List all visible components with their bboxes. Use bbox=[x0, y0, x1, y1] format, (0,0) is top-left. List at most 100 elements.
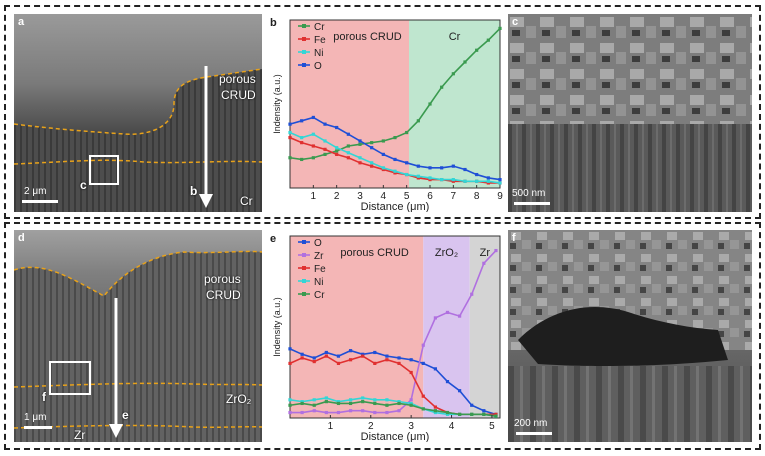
label-f: f bbox=[42, 390, 46, 404]
x-tick-label: 3 bbox=[408, 421, 414, 432]
x-axis-label: Distance (μm) bbox=[361, 431, 430, 442]
point-O-16 bbox=[475, 172, 479, 177]
point-O-10 bbox=[409, 358, 413, 362]
point-Cr-8 bbox=[381, 139, 385, 143]
label-c: c bbox=[80, 178, 87, 192]
x-tick-label: 3 bbox=[357, 191, 363, 202]
region-label-1: ZrO₂ bbox=[435, 247, 458, 259]
panel-e-chart: porous CRUD ZrO₂ Zr O Zr Fe Ni Cr 1 2 3 4 5 Distance … bbox=[268, 230, 504, 443]
point-O-6 bbox=[361, 352, 365, 356]
point-Cr-2 bbox=[311, 156, 315, 160]
y-axis-label: Indensity (a.u.) bbox=[272, 74, 282, 134]
point-Fe-1 bbox=[300, 141, 304, 145]
legend-label-O: O bbox=[314, 61, 322, 72]
scale-label-c: 500 nm bbox=[512, 188, 546, 199]
panel-b-chart: porous CRUD Cr Cr Fe Ni O 1 2 3 4 5 6 7 8 9 Distance (μ… bbox=[268, 14, 504, 213]
region-2 bbox=[469, 236, 500, 418]
legend-marker-Fe bbox=[302, 37, 306, 41]
legend-marker-Fe bbox=[302, 266, 306, 270]
label-crud-d: CRUD bbox=[206, 288, 241, 302]
point-Zr-17 bbox=[494, 248, 498, 253]
point-Cr-14 bbox=[451, 72, 455, 76]
point-O-15 bbox=[463, 167, 467, 172]
legend-label-Ni: Ni bbox=[314, 277, 323, 288]
panel-letter-d: d bbox=[18, 232, 25, 244]
point-O-4 bbox=[335, 125, 339, 130]
legend-label-Ni: Ni bbox=[314, 48, 323, 59]
point-Fe-2 bbox=[312, 359, 316, 364]
panel-c-texture bbox=[508, 14, 752, 212]
point-Ni-1 bbox=[300, 136, 304, 140]
region-0 bbox=[290, 20, 409, 188]
point-Zr-1 bbox=[300, 410, 304, 415]
x-tick-label: 1 bbox=[328, 421, 334, 432]
point-Fe-17 bbox=[494, 412, 498, 416]
point-Cr-2 bbox=[312, 403, 316, 407]
point-Ni-2 bbox=[311, 132, 315, 136]
label-e: e bbox=[122, 408, 129, 422]
series-line-Zr bbox=[290, 250, 497, 414]
zr-boundary-line bbox=[14, 424, 262, 429]
point-Ni-12 bbox=[433, 410, 437, 415]
point-Zr-3 bbox=[324, 410, 328, 415]
region-label-0: porous CRUD bbox=[340, 247, 409, 259]
point-Cr-12 bbox=[428, 102, 432, 106]
point-Cr-5 bbox=[346, 144, 350, 148]
point-Ni-3 bbox=[323, 139, 327, 143]
crud-boundary-line bbox=[14, 68, 262, 135]
plot-frame bbox=[289, 19, 501, 189]
point-Zr-8 bbox=[385, 410, 389, 415]
point-O-1 bbox=[300, 352, 304, 356]
point-Cr-0 bbox=[288, 403, 292, 407]
point-Ni-6 bbox=[358, 156, 362, 160]
point-O-6 bbox=[358, 139, 362, 143]
point-Fe-9 bbox=[393, 171, 397, 175]
point-O-17 bbox=[486, 176, 490, 180]
plot-frame bbox=[289, 235, 501, 419]
point-Zr-0 bbox=[288, 410, 292, 415]
legend-marker-O bbox=[302, 240, 306, 244]
point-Zr-9 bbox=[397, 409, 401, 413]
region-label-0: porous CRUD bbox=[333, 31, 402, 43]
point-Ni-14 bbox=[451, 178, 455, 182]
label-porous-d: porous bbox=[204, 272, 241, 286]
point-Ni-10 bbox=[405, 172, 409, 177]
x-tick-label: 4 bbox=[381, 191, 387, 202]
point-O-0 bbox=[288, 347, 292, 351]
label-cr: Cr bbox=[240, 194, 253, 208]
bottom-row-frame bbox=[4, 222, 761, 450]
point-O-16 bbox=[482, 409, 486, 413]
point-Fe-14 bbox=[451, 179, 455, 183]
point-Zr-2 bbox=[312, 409, 316, 413]
scale-label-f: 200 nm bbox=[514, 418, 548, 429]
point-O-3 bbox=[323, 122, 327, 126]
x-tick-label: 8 bbox=[474, 191, 480, 202]
point-Zr-14 bbox=[458, 314, 462, 318]
point-Ni-9 bbox=[397, 400, 401, 404]
point-Fe-4 bbox=[336, 361, 341, 365]
crud-boundary-line-d bbox=[14, 250, 262, 297]
panel-letter-e: e bbox=[270, 233, 276, 245]
point-Ni-4 bbox=[335, 146, 339, 150]
x-tick-label: 2 bbox=[334, 191, 340, 202]
point-Fe-3 bbox=[323, 147, 327, 151]
point-Cr-16 bbox=[482, 412, 486, 416]
point-Cr-5 bbox=[348, 401, 353, 406]
region-label-2: Zr bbox=[480, 247, 491, 259]
point-Cr-13 bbox=[440, 85, 444, 89]
point-Cr-6 bbox=[361, 400, 365, 404]
point-Cr-9 bbox=[393, 136, 397, 140]
point-Cr-0 bbox=[288, 156, 292, 160]
point-Fe-9 bbox=[397, 361, 401, 365]
point-O-11 bbox=[421, 361, 425, 365]
legend-label-Cr: Cr bbox=[314, 22, 325, 33]
point-O-11 bbox=[416, 164, 420, 168]
point-Fe-5 bbox=[348, 358, 353, 362]
point-Cr-17 bbox=[494, 414, 498, 418]
point-Ni-18 bbox=[498, 181, 502, 185]
point-Ni-13 bbox=[440, 178, 444, 182]
point-O-9 bbox=[397, 356, 401, 360]
panel-letter-c: c bbox=[512, 16, 519, 28]
point-Ni-12 bbox=[428, 176, 432, 180]
series-line-O bbox=[289, 348, 497, 416]
